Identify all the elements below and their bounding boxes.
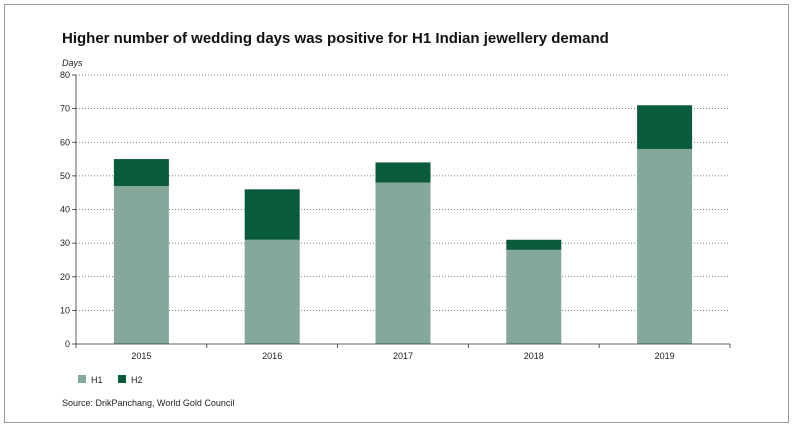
x-tick-label: 2019: [655, 351, 675, 361]
y-tick-label: 40: [60, 205, 70, 215]
axes: [72, 74, 731, 348]
x-tick-label: 2016: [262, 351, 282, 361]
bar-h1-2017: [375, 182, 431, 344]
x-tick-label: 2017: [393, 351, 413, 361]
y-tick-label: 80: [60, 70, 70, 80]
bar-h2-2016: [244, 189, 300, 240]
legend: H1 H2: [78, 375, 143, 385]
bar-h1-2019: [637, 148, 693, 344]
y-tick-label: 70: [60, 104, 70, 114]
source-note: Source: DrikPanchang, World Gold Council: [62, 398, 235, 408]
bar-h2-2017: [375, 162, 431, 183]
y-tick-label: 50: [60, 171, 70, 181]
y-tick-label: 0: [65, 339, 70, 349]
legend-label-h2: H2: [131, 375, 143, 385]
legend-swatch-h2: [118, 375, 126, 383]
tick-labels: 0 10 20 30 40 50 60 70 80 2015 2016 2017 2018 2019: [60, 70, 675, 361]
legend-swatch-h1: [78, 375, 86, 383]
bar-h1-2016: [244, 239, 300, 344]
bar-h1-2018: [506, 249, 562, 344]
bar-h2-2019: [637, 105, 693, 149]
bar-h2-2018: [506, 239, 562, 250]
y-axis-label: Days: [62, 58, 83, 68]
bar-h1-2015: [113, 185, 169, 344]
y-tick-label: 30: [60, 238, 70, 248]
legend-label-h1: H1: [91, 375, 103, 385]
y-tick-label: 10: [60, 305, 70, 315]
y-tick-label: 20: [60, 272, 70, 282]
x-tick-label: 2015: [131, 351, 151, 361]
bars: [113, 105, 693, 344]
x-tick-label: 2018: [524, 351, 544, 361]
y-tick-label: 60: [60, 137, 70, 147]
chart-title: Higher number of wedding days was positi…: [62, 30, 609, 47]
bar-h2-2015: [113, 159, 169, 186]
